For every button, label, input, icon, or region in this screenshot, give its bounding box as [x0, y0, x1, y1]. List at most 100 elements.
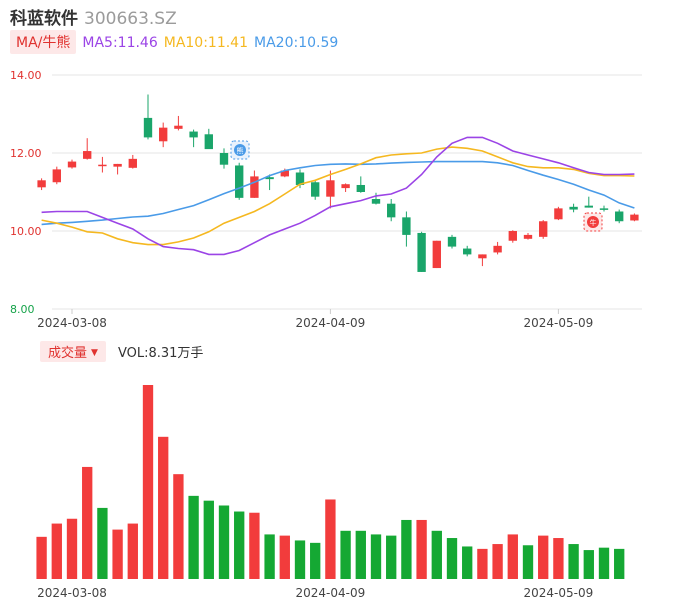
volume-bar — [431, 530, 442, 579]
y-tick-label: 12.00 — [10, 147, 42, 160]
volume-bar — [477, 548, 488, 579]
volume-bar — [614, 548, 625, 579]
candle-body — [630, 214, 639, 221]
candle-body — [387, 203, 396, 218]
candle — [128, 154, 137, 169]
candle-body — [128, 158, 137, 168]
volume-bar — [294, 540, 306, 579]
volume-bar — [142, 385, 154, 579]
candle — [554, 206, 563, 221]
candle-body — [143, 117, 153, 138]
stock-code: 300663.SZ — [84, 9, 177, 29]
candle-body — [508, 231, 517, 241]
volume-indicator-dropdown[interactable]: 成交量 ▼ — [40, 341, 106, 362]
candle — [402, 211, 411, 247]
volume-bar — [97, 507, 108, 579]
candle — [478, 254, 487, 267]
candle-body — [569, 206, 578, 210]
candle — [615, 209, 624, 224]
x-tick-label: 2024-03-08 — [37, 586, 107, 600]
bull-marker-icon[interactable]: 牛 — [583, 212, 603, 232]
volume-bar — [507, 534, 518, 579]
x-tick-label: 2024-05-09 — [524, 316, 594, 330]
candle — [235, 162, 244, 200]
candle — [584, 196, 593, 208]
bull-marker-label: 牛 — [590, 218, 597, 227]
candle-body — [189, 131, 198, 138]
candle-body — [326, 180, 335, 197]
candle-body — [83, 151, 92, 159]
candle — [539, 220, 548, 239]
ma10-label: MA10:11.41 — [163, 35, 249, 51]
candle — [599, 205, 609, 212]
stock-name: 科蓝软件 — [10, 9, 78, 29]
volume-bar — [598, 547, 610, 579]
candle-body — [615, 211, 624, 222]
moving-average-lines — [41, 136, 635, 256]
candle — [174, 115, 183, 131]
candle — [493, 241, 502, 255]
x-tick-label: 2024-04-09 — [296, 316, 366, 330]
candle-body — [219, 153, 229, 165]
volume-bar — [446, 538, 458, 579]
volume-bar — [340, 530, 351, 579]
ma20-line — [41, 160, 635, 226]
ma20-label: MA20:10.59 — [254, 35, 339, 51]
candle-body — [417, 232, 426, 272]
candle-body — [402, 217, 411, 235]
price-y-axis: 14.00 12.00 10.00 8.00 — [10, 69, 42, 316]
candlestick-series — [37, 94, 639, 272]
chevron-down-icon: ▼ — [91, 348, 98, 358]
volume-bar — [401, 519, 412, 579]
candle — [463, 245, 472, 257]
candle — [387, 199, 396, 222]
candle-body — [250, 176, 259, 198]
bear-marker-icon[interactable]: 熊 — [230, 140, 250, 160]
candle — [189, 129, 198, 148]
ma10-line — [41, 146, 635, 246]
x-tick-label: 2024-03-08 — [37, 316, 107, 330]
volume-x-axis: 2024-03-08 2024-04-09 2024-05-09 — [37, 586, 593, 600]
volume-bar — [279, 535, 290, 579]
candle — [67, 159, 77, 169]
volume-bar — [249, 512, 260, 579]
candle-body — [478, 254, 487, 259]
candle-body — [599, 208, 609, 210]
volume-bar — [127, 523, 138, 579]
volume-bar — [234, 511, 245, 579]
candle-body — [371, 199, 381, 204]
candle-body — [584, 205, 593, 208]
candle-body — [37, 180, 46, 188]
volume-bar — [522, 545, 534, 579]
candle — [204, 128, 213, 150]
candle — [432, 240, 441, 269]
ma-bull-bear-toggle[interactable]: MA/牛熊 — [10, 30, 77, 54]
volume-bar — [310, 542, 321, 579]
candle — [265, 174, 274, 191]
candle-body — [204, 134, 213, 150]
volume-bar — [355, 530, 366, 579]
bull-bear-markers: 熊 牛 — [230, 140, 603, 232]
bear-marker-label: 熊 — [237, 146, 244, 155]
candle — [113, 163, 122, 175]
volume-bar — [264, 534, 275, 579]
volume-bar — [158, 436, 169, 579]
candle-body — [554, 208, 563, 220]
y-tick-label: 10.00 — [10, 225, 42, 238]
candle-body — [159, 127, 168, 142]
candle — [356, 176, 365, 193]
candle-body — [432, 240, 441, 269]
volume-bar — [416, 519, 427, 579]
candle — [219, 148, 229, 169]
x-tick-label: 2024-05-09 — [524, 586, 594, 600]
volume-bar — [325, 499, 336, 579]
volume-bar — [173, 474, 184, 579]
candle-body — [280, 170, 289, 177]
candle — [37, 178, 46, 191]
candle-body — [174, 125, 183, 129]
volume-bar — [583, 550, 594, 579]
volume-bar — [492, 544, 503, 579]
volume-indicator-label: 成交量 — [48, 346, 88, 361]
candle-body — [493, 245, 502, 253]
